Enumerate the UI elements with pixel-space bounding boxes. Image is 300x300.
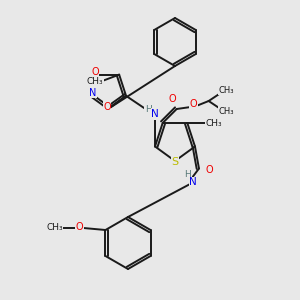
Text: O: O [205,166,213,176]
Text: O: O [169,94,176,104]
Text: H: H [145,104,152,113]
Text: CH₃: CH₃ [205,118,222,127]
Text: CH₃: CH₃ [87,77,104,86]
Text: O: O [190,99,197,109]
Text: H: H [184,170,191,179]
Text: O: O [76,222,83,232]
Text: N: N [189,178,197,188]
Text: S: S [171,157,178,167]
Text: O: O [91,67,99,76]
Text: CH₃: CH₃ [219,106,234,116]
Text: CH₃: CH₃ [219,85,234,94]
Text: O: O [103,102,111,112]
Text: N: N [151,109,159,119]
Text: CH₃: CH₃ [46,224,63,232]
Text: N: N [89,88,97,98]
